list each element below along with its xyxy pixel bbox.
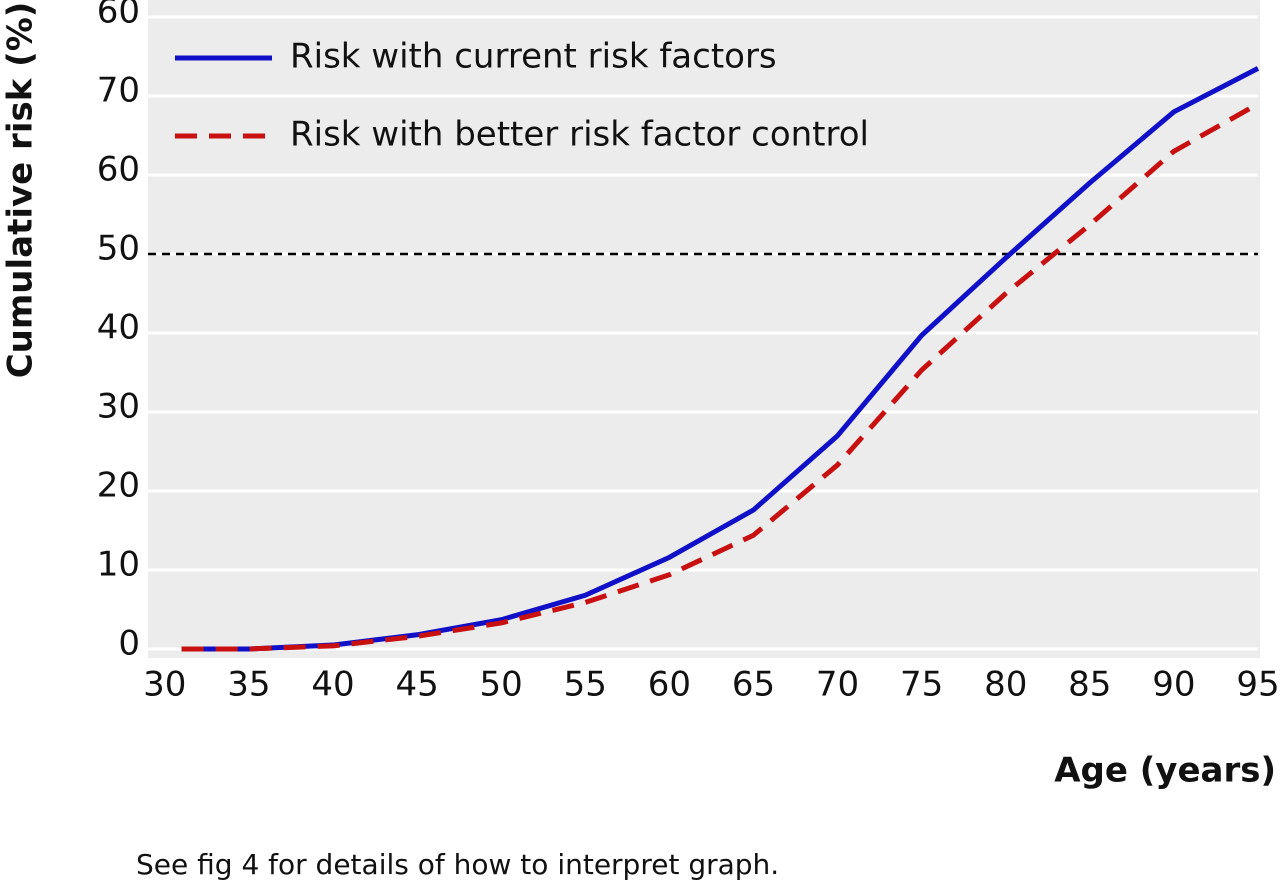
y-tick-label: 70 (97, 71, 140, 111)
x-tick-label: 55 (564, 665, 607, 705)
y-tick-label: 50 (97, 229, 140, 269)
x-tick-label: 50 (480, 665, 523, 705)
x-axis-label: Age (years) (1054, 751, 1276, 791)
footnote: See fig 4 for details of how to interpre… (136, 848, 779, 881)
x-tick-label: 75 (900, 665, 943, 705)
y-tick-label: 30 (97, 387, 140, 427)
y-tick-label: 60 (97, 150, 140, 190)
x-tick-label: 90 (1152, 665, 1195, 705)
y-tick-label: 40 (97, 308, 140, 348)
x-tick-label: 60 (648, 665, 691, 705)
y-tick-label: 20 (97, 466, 140, 506)
x-tick-label: 70 (816, 665, 859, 705)
x-tick-label: 30 (143, 665, 186, 705)
y-tick-label: 10 (97, 545, 140, 585)
x-tick-label: 40 (311, 665, 354, 705)
x-tick-label: 45 (395, 665, 438, 705)
y-tick-label: 0 (118, 624, 140, 664)
line-series (181, 66, 1260, 652)
x-tick-label: 65 (732, 665, 775, 705)
legend-label: Risk with better risk factor control (290, 115, 869, 155)
x-tick-label: 85 (1068, 665, 1111, 705)
x-tick-label: 80 (984, 665, 1027, 705)
x-tick-label: 35 (227, 665, 270, 705)
plot-background (148, 0, 1260, 658)
y-axis-label: Cumulative risk (%) (1, 2, 41, 379)
line-series (181, 101, 1260, 652)
x-tick-label: 95 (1236, 665, 1279, 705)
legend-label: Risk with current risk factors (290, 37, 777, 77)
y-tick-label: 60 (97, 0, 140, 32)
